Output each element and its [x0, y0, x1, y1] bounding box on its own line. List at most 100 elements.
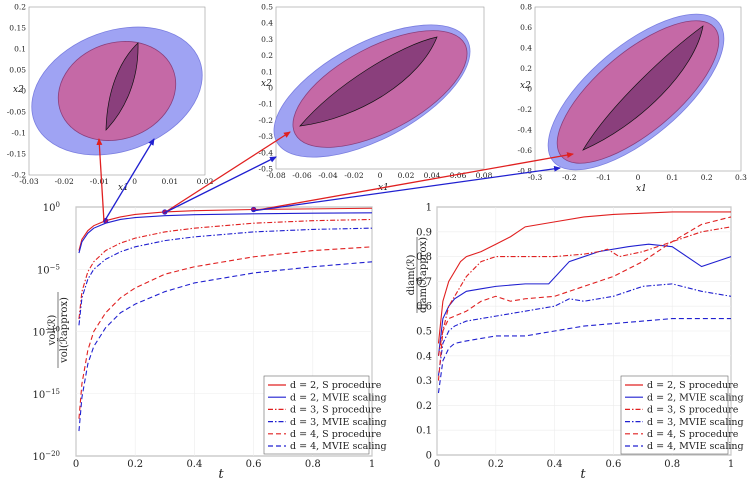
inset-3-ylabel: x2 — [520, 81, 531, 91]
right-series — [437, 211, 732, 394]
right-xtick-label: 1 — [728, 459, 734, 470]
inset-ytick-label: 0.05 — [9, 66, 26, 75]
inset-xtick-label: 0.04 — [424, 171, 441, 180]
inset-ytick-label: -0.5 — [259, 165, 274, 174]
inset-ytick-label: 0 — [268, 84, 273, 93]
inset-ytick-label: -0.4 — [259, 148, 274, 157]
inset-ytick-label: -0.4 — [518, 126, 533, 135]
inset-xtick-label: -0.08 — [266, 171, 285, 180]
inset-1-true-set — [105, 42, 139, 131]
inset-ytick-label: -0.8 — [518, 167, 533, 176]
right-ytick-label: 0.5 — [416, 327, 432, 338]
inset-xtick-label: 0.2 — [701, 173, 713, 182]
inset-1: -0.03 -0.02 -0.01 0 0.01 0.02 0.2 0.15 0.1 0.05 0 -… — [7, 3, 214, 194]
inset-ytick-label: -0.15 — [7, 150, 26, 159]
legend-label: d = 3, S procedure — [647, 405, 739, 416]
right-ytick-label: 0.9 — [416, 227, 432, 238]
right-ytick-label: 0.2 — [416, 401, 432, 412]
right-xtick-label: 0.4 — [547, 459, 563, 470]
inset-3-xlabel: x1 — [636, 184, 647, 194]
inset-ytick-label: -0.1 — [259, 100, 273, 109]
legend-label: d = 2, S procedure — [647, 380, 739, 391]
arrow-red-1 — [96, 138, 105, 223]
inset-xtick-label: -0.3 — [528, 173, 543, 182]
right-ytick-label: 1 — [426, 203, 432, 214]
left-series-line-6 — [78, 261, 373, 432]
inset-ytick-label: 0 — [527, 85, 532, 94]
arrow-blue-2 — [163, 156, 277, 214]
left-ylabel: vol(ℛ) vol(ℛ̃approx) — [47, 292, 70, 368]
right-series-line-5 — [437, 216, 732, 381]
left-xtick-label: 0.8 — [305, 459, 321, 470]
inset-xtick-label: 0 — [132, 177, 137, 186]
legend-label: d = 3, MVIE scaling — [647, 417, 744, 428]
inset-ytick-label: -0.05 — [7, 108, 26, 117]
left-ylabel-numerator: vol(ℛ) — [47, 315, 58, 347]
right-ytick-label: 0.8 — [416, 252, 432, 263]
arrow-red-2 — [163, 131, 291, 214]
left-xlabel: t — [218, 467, 224, 482]
right-panel: 0 0.2 0.4 0.6 0.8 1 0 0.1 0.2 0.3 0.4 0.5 0.6 0.7 0.8 0… — [406, 203, 744, 483]
inset-ytick-label: 0.6 — [520, 23, 532, 32]
inset-3-true-set — [582, 25, 704, 151]
inset-ytick-label: 0.1 — [14, 45, 26, 54]
inset-xtick-label: -0.1 — [596, 173, 610, 182]
legend-label: d = 2, S procedure — [290, 380, 382, 391]
right-ytick-label: 0 — [426, 451, 432, 462]
legend-label: d = 3, S procedure — [290, 405, 382, 416]
inset-ytick-label: -0.3 — [259, 132, 274, 141]
inset-xtick-label: -0.2 — [562, 173, 577, 182]
right-ylabel-denominator: diam(ℛ̃approx) — [416, 237, 429, 313]
inset-xtick-label: -0.01 — [90, 177, 109, 186]
left-xtick-label: 1 — [369, 459, 375, 470]
right-series-line-6 — [437, 318, 731, 394]
inset-2: -0.08 -0.06 -0.04 -0.02 0 0.02 0.04 0.06 0.08 0.5… — [259, 3, 493, 194]
right-ylabel: diam(ℛ) diam(ℛ̃approx) — [406, 237, 429, 313]
inset-xtick-label: -0.02 — [55, 177, 74, 186]
left-series-line-4 — [78, 227, 373, 326]
left-ytick-label: 100 — [43, 201, 60, 214]
arrow-red-3 — [251, 152, 574, 212]
inset-2-ylabel: x2 — [261, 79, 272, 89]
inset-ytick-label: -0.2 — [259, 116, 274, 125]
left-ytick-label: 10−20 — [32, 450, 60, 463]
right-ylabel-numerator: diam(ℛ) — [406, 254, 417, 295]
legend-label: d = 4, MVIE scaling — [647, 441, 744, 452]
left-series-line-3 — [78, 218, 373, 320]
inset-1-ticks: -0.03 -0.02 -0.01 0 0.01 0.02 0.2 0.15 0.1 0.05 0 -… — [7, 3, 214, 187]
right-ticks: 0 0.2 0.4 0.6 0.8 1 0 0.1 0.2 0.3 0.4 0.5 0.6 0.7 0.8 0… — [416, 203, 734, 471]
left-xtick-label: 0.6 — [246, 459, 262, 470]
right-xtick-label: 0.8 — [664, 459, 680, 470]
right-xtick-label: 0.6 — [605, 459, 621, 470]
inset-ytick-label: 0.2 — [14, 3, 26, 12]
inset-xtick-label: 0.06 — [450, 171, 467, 180]
inset-xtick-label: 0 — [378, 171, 383, 180]
inset-ytick-label: 0.3 — [261, 35, 273, 44]
right-ytick-label: 0.4 — [416, 351, 432, 362]
inset-1-ylabel: x2 — [13, 85, 24, 95]
inset-xtick-label: -0.06 — [292, 171, 311, 180]
left-ytick-label: 10−5 — [37, 263, 60, 276]
inset-xtick-label: 0.01 — [161, 177, 178, 186]
inset-ytick-label: 0.15 — [9, 24, 26, 33]
inset-2-true-set — [299, 36, 438, 127]
right-series-line-1 — [437, 211, 731, 344]
inset-ytick-label: 0.1 — [261, 67, 273, 76]
inset-ytick-label: 0.2 — [261, 51, 273, 60]
right-ytick-label: 0.3 — [416, 376, 432, 387]
inset-ytick-label: 0.2 — [520, 64, 532, 73]
arrows — [96, 131, 574, 223]
inset-ytick-label: 0 — [21, 87, 26, 96]
inset-xtick-label: -0.04 — [318, 171, 337, 180]
left-ytick-label: 10−15 — [32, 388, 60, 401]
inset-ytick-label: 0.5 — [261, 3, 273, 12]
inset-3: -0.3 -0.2 -0.1 0 0.1 0.2 0.3 0.8 0.6 0.4 0.2 0 -0.2 -… — [518, 3, 747, 195]
left-series-line-2 — [78, 212, 373, 254]
inset-xtick-label: 0.3 — [735, 173, 747, 182]
inset-1-xlabel: x1 — [118, 183, 129, 193]
inset-3-ticks: -0.3 -0.2 -0.1 0 0.1 0.2 0.3 0.8 0.6 0.4 0.2 0 -0.2 -… — [518, 3, 747, 183]
inset-xtick-label: 0.08 — [476, 171, 493, 180]
legend-label: d = 2, MVIE scaling — [647, 392, 744, 403]
